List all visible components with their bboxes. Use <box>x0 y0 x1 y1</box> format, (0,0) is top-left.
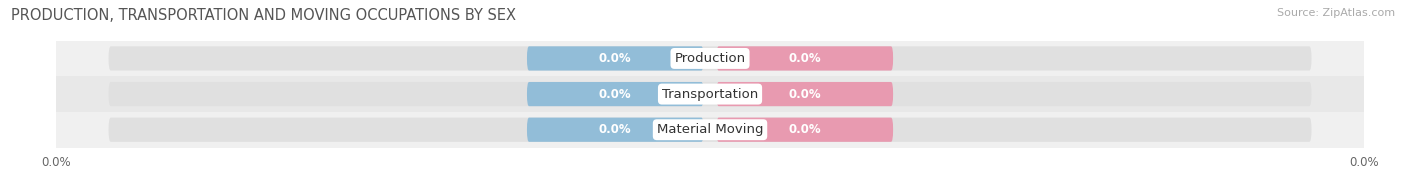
FancyBboxPatch shape <box>527 118 703 142</box>
FancyBboxPatch shape <box>527 82 703 106</box>
FancyBboxPatch shape <box>717 82 893 106</box>
Text: Transportation: Transportation <box>662 88 758 101</box>
FancyBboxPatch shape <box>108 82 1312 106</box>
Text: Material Moving: Material Moving <box>657 123 763 136</box>
Bar <box>56 41 1364 76</box>
Text: 0.0%: 0.0% <box>789 88 821 101</box>
Text: 0.0%: 0.0% <box>599 88 631 101</box>
FancyBboxPatch shape <box>717 46 893 71</box>
Text: 0.0%: 0.0% <box>789 52 821 65</box>
Text: Production: Production <box>675 52 745 65</box>
Text: 0.0%: 0.0% <box>789 123 821 136</box>
FancyBboxPatch shape <box>108 46 1312 71</box>
FancyBboxPatch shape <box>717 118 893 142</box>
Text: 0.0%: 0.0% <box>599 52 631 65</box>
Text: Source: ZipAtlas.com: Source: ZipAtlas.com <box>1277 8 1395 18</box>
Bar <box>56 112 1364 148</box>
Bar <box>56 76 1364 112</box>
Text: 0.0%: 0.0% <box>599 123 631 136</box>
FancyBboxPatch shape <box>108 118 1312 142</box>
FancyBboxPatch shape <box>527 46 703 71</box>
Text: PRODUCTION, TRANSPORTATION AND MOVING OCCUPATIONS BY SEX: PRODUCTION, TRANSPORTATION AND MOVING OC… <box>11 8 516 23</box>
